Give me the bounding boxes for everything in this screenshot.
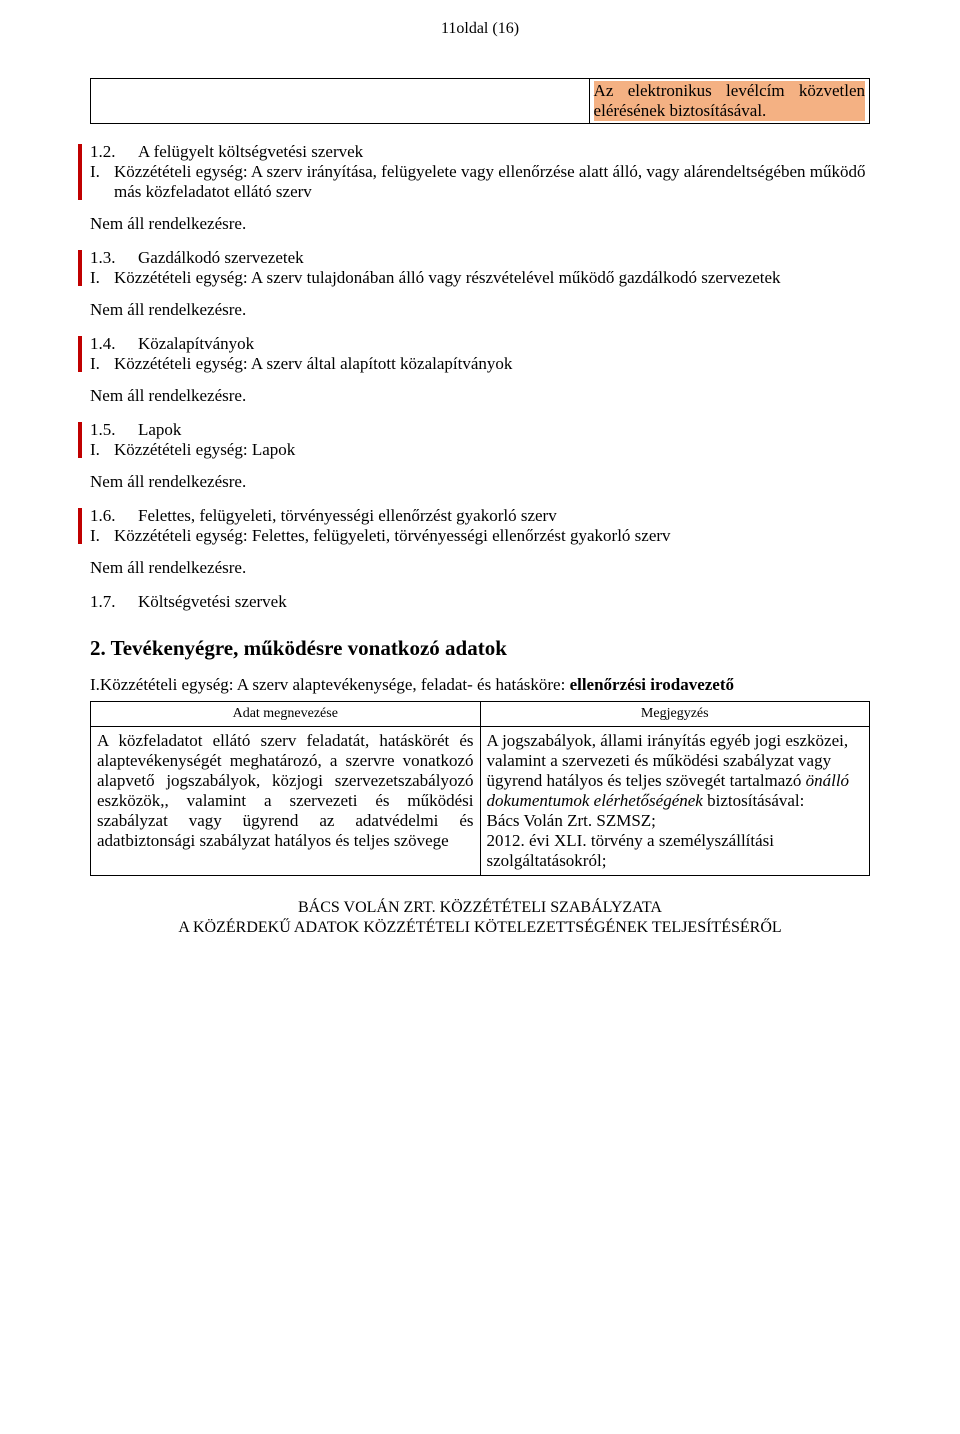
section-title: Költségvetési szervek xyxy=(138,592,287,612)
top-highlight-table: Az elektronikus levélcím közvetlen eléré… xyxy=(90,78,870,124)
section-title: Felettes, felügyeleti, törvényességi ell… xyxy=(138,506,557,526)
section-roman: I. xyxy=(90,526,104,546)
page-footer: BÁCS VOLÁN ZRT. KÖZZÉTÉTELI SZABÁLYZATA … xyxy=(90,898,870,938)
status-text: Nem áll rendelkezésre. xyxy=(90,558,870,578)
section-subtext: Közzétételi egység: Lapok xyxy=(114,440,870,460)
status-text: Nem áll rendelkezésre. xyxy=(90,472,870,492)
section-roman: I. xyxy=(90,440,104,460)
section-title: Közalapítványok xyxy=(138,334,254,354)
section-title: Lapok xyxy=(138,420,181,440)
page-number-header: 11oldal (16) xyxy=(90,20,870,38)
intro-bold: ellenőrzési irodaveze­tő xyxy=(570,675,734,694)
data-table: Adat megnevezése Megjegyzés A közfeladat… xyxy=(90,701,870,876)
table-header-col2: Megjegyzés xyxy=(480,702,870,727)
table-header-col1: Adat megnevezése xyxy=(91,702,481,727)
table-cell-col2: A jogszabályok, állami irányítás egyéb j… xyxy=(480,727,870,876)
section-1-4: 1.4. Közalapítványok I. Közzétételi egys… xyxy=(90,334,870,374)
section-number: 1.7. xyxy=(90,592,120,612)
section-title: Gazdálkodó szervezetek xyxy=(138,248,304,268)
col2-line3: 2012. évi XLI. törvény a személyszállítá… xyxy=(487,831,775,870)
status-text: Nem áll rendelkezésre. xyxy=(90,300,870,320)
section-roman: I. xyxy=(90,162,104,202)
section-1-5: 1.5. Lapok I. Közzétételi egység: Lapok xyxy=(90,420,870,460)
status-text: Nem áll rendelkezésre. xyxy=(90,386,870,406)
section-title: A felügyelt költségvetési szervek xyxy=(138,142,363,162)
section-number: 1.2. xyxy=(90,142,120,162)
top-table-right-cell: Az elektronikus levélcím közvetlen eléré… xyxy=(589,79,869,124)
section-number: 1.3. xyxy=(90,248,120,268)
section-subtext: Közzétételi egység: A szerv által alapít… xyxy=(114,354,870,374)
section-roman: I. xyxy=(90,354,104,374)
table-cell-col1: A közfeladatot ellátó szerv feladatát, h… xyxy=(91,727,481,876)
intro-line: I.Közzétételi egység: A szerv alaptevéke… xyxy=(90,675,870,695)
footer-line2: A KÖZÉRDEKŰ ADATOK KÖZZÉTÉTELI KÖTELEZET… xyxy=(178,919,781,936)
col2-part2: biztosítá­sával: xyxy=(703,791,805,810)
intro-prefix: I.Közzétételi egység: A szerv alaptevéke… xyxy=(90,675,570,694)
status-text: Nem áll rendelkezésre. xyxy=(90,214,870,234)
highlight-text: Az elektronikus levélcím közvetlen eléré… xyxy=(594,81,865,121)
section-subtext: Közzétételi egység: Felettes, felügyelet… xyxy=(114,526,870,546)
heading-2: 2. Tevékenyégre, működésre vonatkozó ada… xyxy=(90,636,870,661)
section-1-2: 1.2. A felügyelt költségvetési szervek I… xyxy=(90,142,870,202)
section-number: 1.4. xyxy=(90,334,120,354)
top-table-left-cell xyxy=(91,79,590,124)
section-1-6: 1.6. Felettes, felügyeleti, törvényesség… xyxy=(90,506,870,546)
col2-line2: Bács Volán Zrt. SZMSZ; xyxy=(487,811,656,830)
section-1-3: 1.3. Gazdálkodó szervezetek I. Közzététe… xyxy=(90,248,870,288)
footer-line1: BÁCS VOLÁN ZRT. KÖZZÉTÉTELI SZABÁLYZATA xyxy=(298,899,662,916)
section-number: 1.5. xyxy=(90,420,120,440)
section-roman: I. xyxy=(90,268,104,288)
section-1-7: 1.7. Költségvetési szervek xyxy=(90,592,870,612)
section-subtext: Közzétételi egység: A szerv tulajdonában… xyxy=(114,268,870,288)
col2-part1: A jogszabályok, állami irányítás egyéb j… xyxy=(487,731,849,790)
section-subtext: Közzétételi egység: A szerv irányítása, … xyxy=(114,162,870,202)
section-number: 1.6. xyxy=(90,506,120,526)
